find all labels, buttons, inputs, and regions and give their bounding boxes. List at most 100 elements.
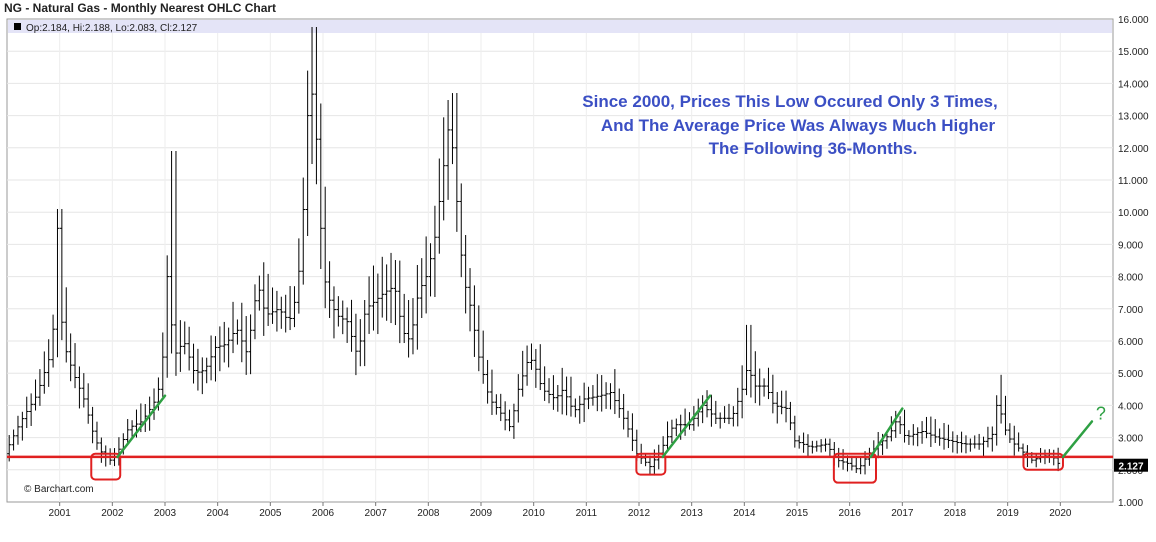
question-mark: ? — [1096, 404, 1106, 424]
ohlc-bar — [551, 375, 556, 410]
low-price-box — [832, 452, 877, 484]
ohlc-bar — [11, 429, 16, 451]
ohlc-bar — [336, 296, 341, 327]
ohlc-bar — [814, 440, 819, 452]
ohlc-bar — [762, 378, 767, 397]
y-tick-label: 14.000 — [1118, 79, 1149, 90]
x-tick-label: 2013 — [681, 508, 704, 519]
ohlc-bar — [533, 348, 538, 388]
ohlc-bar — [15, 415, 20, 445]
ohlc-bar — [573, 398, 578, 418]
ohlc-bar — [595, 374, 600, 412]
ohlc-bar — [503, 401, 508, 431]
ohlc-bar — [494, 394, 499, 415]
ohlc-bar — [393, 260, 398, 326]
ohlc-bar — [261, 262, 266, 336]
ohlc-bar — [630, 413, 635, 452]
ohlc-bar — [529, 343, 534, 370]
ohlc-bar — [55, 208, 60, 358]
ohlc-bar — [555, 384, 560, 412]
ohlc-bar — [902, 409, 907, 443]
x-tick-label: 2001 — [49, 508, 72, 519]
x-tick-label: 2016 — [839, 508, 862, 519]
x-tick-label: 2002 — [101, 508, 124, 519]
ohlc-bar — [968, 438, 973, 452]
ohlc-bar — [213, 336, 218, 382]
ohlc-bar — [801, 432, 806, 453]
ohlc-bar — [942, 423, 947, 450]
y-tick-label: 11.000 — [1118, 176, 1148, 187]
ohlc-bar — [775, 392, 780, 424]
ohlc-bar — [358, 319, 363, 367]
ohlc-bar — [331, 286, 336, 339]
ohlc-bar — [125, 419, 130, 445]
ohlc-bar — [994, 395, 999, 446]
ohlc-bar — [972, 435, 977, 449]
annotation-block: Since 2000, Prices This Low Occured Only… — [582, 92, 997, 158]
ohlc-bar — [665, 421, 670, 452]
y-tick-label: 6.000 — [1118, 337, 1143, 348]
ohlc-bar — [476, 305, 481, 372]
ohlc-bar — [590, 385, 595, 406]
ohlc-bar — [498, 393, 503, 422]
annotation-line-2: And The Average Price Was Always Much Hi… — [601, 116, 996, 135]
ohlc-bar — [766, 367, 771, 400]
ohlc-bar — [950, 431, 955, 453]
ohlc-bar — [169, 151, 174, 354]
ohlc-bar — [542, 366, 547, 401]
y-tick-label: 1.000 — [1118, 498, 1143, 509]
ohlc-bar — [946, 424, 951, 449]
ohlc-bar — [617, 388, 622, 418]
ohlc-bar — [450, 93, 455, 165]
ohlc-bar — [568, 376, 573, 417]
ohlc-bar — [266, 273, 271, 326]
ohlc-bar — [757, 368, 762, 406]
low-price-box — [90, 452, 122, 481]
ohlc-bar — [367, 276, 372, 334]
x-tick-label: 2005 — [259, 508, 282, 519]
ohlc-bar — [507, 409, 512, 432]
ohlc-bar — [797, 435, 802, 449]
ohlc-bar — [731, 406, 736, 427]
ohlc-bar — [841, 449, 846, 470]
ohlc-bar — [898, 416, 903, 435]
ohlc-bar — [406, 300, 411, 358]
ohlc-bar — [1021, 443, 1026, 457]
y-tick-label: 16.000 — [1118, 15, 1149, 26]
ohlc-bar — [24, 396, 29, 429]
ohlc-bar — [160, 332, 165, 398]
ohlc-bar — [94, 421, 99, 450]
ohlc-bar — [73, 343, 78, 389]
ohlc-bar — [911, 424, 916, 446]
ohlc-bar — [283, 294, 288, 333]
x-tick-label: 2011 — [576, 508, 598, 519]
last-price-marker: 2.127 — [1114, 458, 1148, 473]
ohlc-bar — [288, 285, 293, 331]
ohlc-bar — [485, 359, 490, 404]
ohlc-bar — [463, 235, 468, 314]
ohlc-bar — [270, 287, 275, 324]
ohlc-bar — [310, 27, 315, 165]
ohlc-bar — [248, 314, 253, 375]
ohlc-bar — [740, 365, 745, 419]
ohlc-bar — [217, 326, 222, 372]
ohlc-bar — [985, 426, 990, 448]
ohlc-bar — [748, 324, 753, 398]
ohlc-bar — [1007, 423, 1012, 443]
ohlc-bar — [893, 410, 898, 438]
x-tick-label: 2012 — [628, 508, 651, 519]
ohlc-bar — [863, 451, 868, 475]
ohlc-bar — [327, 261, 332, 318]
x-tick-label: 2017 — [891, 508, 914, 519]
ohlc-bar — [301, 177, 306, 285]
trend-line — [1061, 420, 1094, 459]
ohlc-bar — [564, 376, 569, 416]
ohlc-bar — [410, 298, 415, 355]
ohlc-bar — [770, 374, 775, 414]
ohlc-bar — [37, 369, 42, 406]
y-tick-label: 10.000 — [1118, 208, 1149, 219]
ohlc-bar — [375, 273, 380, 335]
x-tick-label: 2009 — [470, 508, 493, 519]
ohlc-bar — [305, 70, 310, 236]
ohlc-bar — [362, 299, 367, 367]
